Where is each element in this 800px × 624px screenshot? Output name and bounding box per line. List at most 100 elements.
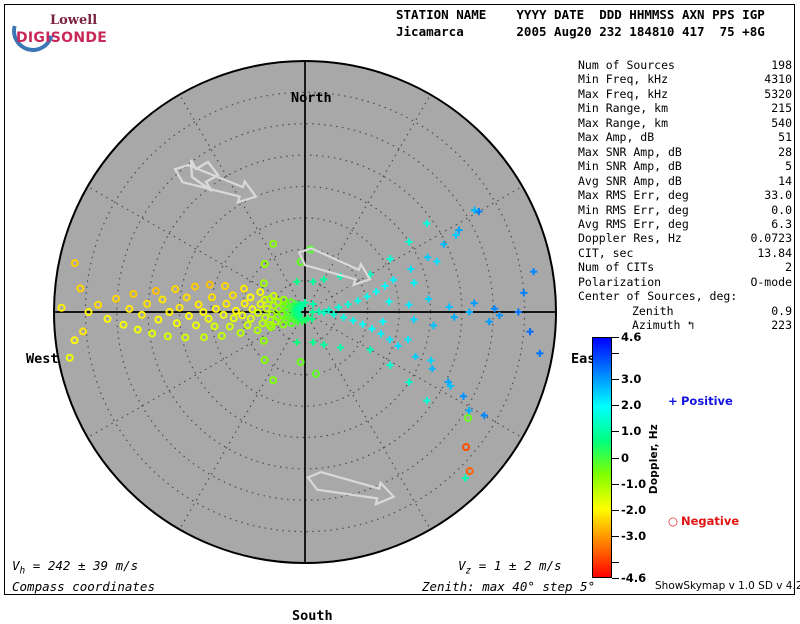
source-point	[192, 321, 201, 330]
source-point	[311, 369, 320, 378]
source-point	[158, 295, 167, 304]
param-row: Max RMS Err, deg 33.0	[578, 188, 792, 202]
source-point	[424, 253, 432, 261]
source-point	[450, 313, 458, 321]
source-point	[296, 304, 304, 313]
circle-marker-icon: ○	[668, 514, 679, 528]
source-point	[410, 316, 418, 324]
param-label: Max Amp, dB	[578, 130, 655, 145]
source-point	[526, 328, 534, 336]
source-point	[228, 291, 237, 300]
source-point	[137, 310, 146, 319]
source-point	[184, 312, 193, 321]
param-row: Max Range, km 540	[578, 116, 792, 130]
colorbar-tick-label: 3.0	[621, 371, 642, 386]
source-point	[405, 301, 413, 309]
source-point	[429, 321, 438, 330]
source-point	[379, 317, 387, 326]
param-value: 540	[771, 115, 792, 130]
polar-skymap-plot: North South West East	[16, 46, 604, 624]
source-point	[339, 313, 348, 322]
source-point	[372, 287, 380, 296]
source-point	[65, 353, 74, 362]
vh-value: = 242 ± 39 m/s	[25, 558, 139, 573]
source-point	[440, 240, 448, 248]
vz-symbol: V	[458, 558, 466, 573]
param-value: 2	[785, 260, 792, 275]
vz-subscript: z	[465, 565, 472, 577]
param-row: Avg RMS Err, deg 6.3	[578, 217, 792, 231]
param-label: CIT, sec	[578, 245, 634, 260]
source-point	[256, 300, 265, 309]
source-point	[446, 382, 454, 390]
source-point	[470, 299, 478, 307]
source-point	[465, 467, 474, 476]
source-point	[265, 295, 274, 304]
header-labels-row: STATION NAME YYYY DATE DDD HHMMSS AXN PP…	[396, 7, 765, 22]
source-point	[309, 300, 317, 308]
source-point	[407, 265, 415, 273]
source-point	[411, 353, 420, 361]
colorbar-tick-label: 0	[621, 450, 630, 465]
source-point	[354, 297, 362, 305]
source-point	[260, 259, 269, 268]
param-label: Avg SNR Amp, dB	[578, 173, 682, 188]
compass-label-south: South	[292, 608, 333, 624]
compass-label-north: North	[291, 90, 332, 106]
source-point	[269, 376, 278, 385]
source-point	[205, 280, 214, 289]
source-point	[330, 310, 338, 319]
source-point	[410, 279, 418, 287]
source-point	[344, 300, 352, 308]
param-label: Polarization	[578, 274, 662, 289]
source-point	[246, 314, 255, 323]
param-row: Polarization O-mode	[578, 275, 792, 289]
source-point	[530, 268, 538, 276]
param-row: Min Range, km 215	[578, 101, 792, 115]
source-point	[389, 276, 398, 284]
source-point	[221, 282, 230, 291]
legend-positive-label: Positive	[681, 394, 733, 408]
source-point	[190, 282, 199, 291]
param-value: 0.0	[771, 202, 792, 217]
source-point	[423, 396, 431, 405]
source-point	[199, 308, 208, 316]
param-row: Min RMS Err, deg 0.0	[578, 203, 792, 217]
source-point	[394, 342, 402, 350]
param-row: Min Freq, kHz 4310	[578, 72, 792, 86]
source-point	[293, 278, 301, 286]
source-point	[349, 316, 357, 325]
source-point	[208, 293, 217, 302]
source-point	[325, 306, 333, 314]
drift-arrow	[306, 470, 396, 507]
source-point	[462, 443, 471, 452]
colorbar-tick	[612, 337, 619, 338]
skymap-canvas	[53, 60, 557, 564]
param-label: Max Range, km	[578, 115, 669, 130]
param-row: Max Freq, kHz 5320	[578, 87, 792, 101]
doppler-colorbar	[592, 337, 612, 578]
coordinate-system-label: Compass coordinates	[12, 579, 155, 594]
horizontal-velocity: Vh = 242 ± 39 m/s	[12, 558, 138, 577]
source-point	[111, 294, 120, 303]
source-point	[514, 308, 522, 316]
source-point	[385, 298, 393, 306]
source-point	[165, 308, 174, 316]
source-point	[236, 328, 245, 337]
source-point	[143, 299, 152, 308]
param-row: Avg SNR Amp, dB 14	[578, 174, 792, 188]
param-value: 13.84	[757, 245, 792, 260]
source-point	[381, 282, 389, 290]
source-point	[163, 332, 172, 341]
source-point	[225, 322, 234, 331]
param-row: CIT, sec 13.84	[578, 246, 792, 260]
source-point	[480, 411, 488, 420]
source-point	[240, 299, 249, 308]
source-point	[57, 303, 66, 312]
source-point	[386, 361, 394, 369]
source-scatter-points	[57, 206, 544, 482]
param-value: 51	[778, 130, 792, 145]
source-point	[259, 336, 268, 345]
source-point	[405, 238, 413, 246]
param-value: 0.0723	[750, 231, 792, 246]
